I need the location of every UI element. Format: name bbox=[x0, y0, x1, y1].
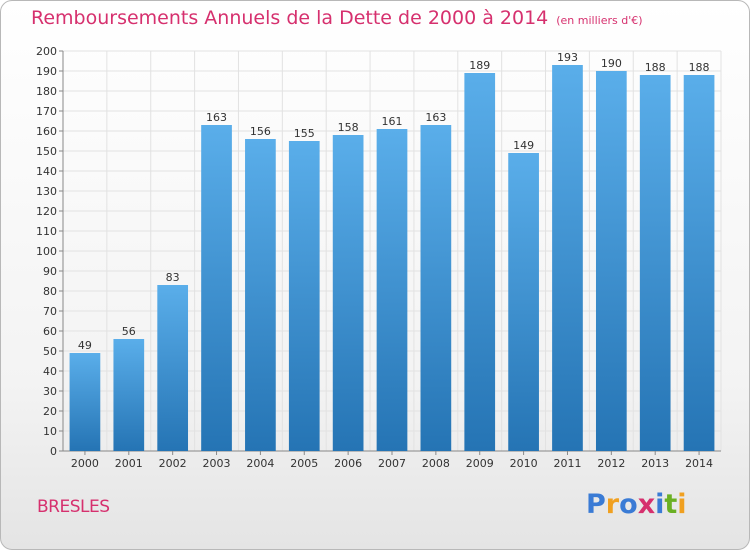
logo-letter-0: P bbox=[586, 489, 606, 520]
value-label-2003: 163 bbox=[206, 111, 227, 124]
ytick-label-60: 60 bbox=[43, 325, 57, 338]
value-label-2002: 83 bbox=[166, 271, 180, 284]
xtick-label-2013: 2013 bbox=[641, 457, 669, 470]
ytick-label-0: 0 bbox=[50, 445, 57, 458]
chart-title: Remboursements Annuels de la Dette de 20… bbox=[31, 7, 549, 29]
bar-2001 bbox=[113, 339, 145, 451]
bar-2007 bbox=[376, 129, 408, 451]
ytick-label-120: 120 bbox=[36, 205, 57, 218]
ytick-label-30: 30 bbox=[43, 385, 57, 398]
xtick-label-2005: 2005 bbox=[290, 457, 318, 470]
logo-letter-2: o bbox=[619, 489, 638, 520]
ytick-label-80: 80 bbox=[43, 285, 57, 298]
ytick-label-20: 20 bbox=[43, 405, 57, 418]
ytick-label-140: 140 bbox=[36, 165, 57, 178]
value-label-2010: 149 bbox=[513, 139, 534, 152]
ytick-label-190: 190 bbox=[36, 65, 57, 78]
ytick-label-160: 160 bbox=[36, 125, 57, 138]
value-label-2014: 188 bbox=[689, 61, 710, 74]
value-label-2006: 158 bbox=[338, 121, 359, 134]
proxiti-logo: Proxiti bbox=[586, 489, 687, 520]
value-label-2013: 188 bbox=[645, 61, 666, 74]
logo-letter-6: i bbox=[677, 489, 687, 520]
commune-name: BRESLES bbox=[37, 497, 110, 517]
xtick-label-2014: 2014 bbox=[685, 457, 713, 470]
unit-note: (en milliers d'€) bbox=[556, 14, 643, 27]
ytick-label-130: 130 bbox=[36, 185, 57, 198]
ytick-label-10: 10 bbox=[43, 425, 57, 438]
value-label-2011: 193 bbox=[557, 51, 578, 64]
xtick-label-2012: 2012 bbox=[597, 457, 625, 470]
value-label-2005: 155 bbox=[294, 127, 315, 140]
ytick-label-40: 40 bbox=[43, 365, 57, 378]
ytick-label-200: 200 bbox=[36, 45, 57, 58]
xtick-label-2008: 2008 bbox=[422, 457, 450, 470]
value-label-2004: 156 bbox=[250, 125, 271, 138]
xtick-label-2000: 2000 bbox=[71, 457, 99, 470]
bar-2005 bbox=[288, 141, 320, 451]
bar-2009 bbox=[464, 73, 496, 451]
xtick-label-2010: 2010 bbox=[510, 457, 538, 470]
xtick-label-2011: 2011 bbox=[553, 457, 581, 470]
label-layer: 49 56 83 163 156 155 158 161 163 189 149 193 190 188 1… bbox=[78, 51, 710, 352]
xtick-label-2001: 2001 bbox=[115, 457, 143, 470]
logo-letter-3: x bbox=[637, 489, 656, 520]
value-label-2007: 161 bbox=[382, 115, 403, 128]
ytick-label-110: 110 bbox=[36, 225, 57, 238]
logo-letter-4: i bbox=[655, 489, 665, 520]
logo-letter-5: t bbox=[664, 489, 678, 520]
bar-layer bbox=[69, 65, 715, 451]
bar-2002 bbox=[157, 285, 189, 451]
value-label-2009: 189 bbox=[469, 59, 490, 72]
xtick-label-2003: 2003 bbox=[203, 457, 231, 470]
xtick-label-2004: 2004 bbox=[246, 457, 274, 470]
ytick-label-170: 170 bbox=[36, 105, 57, 118]
bar-2014 bbox=[683, 75, 715, 451]
bar-2003 bbox=[201, 125, 232, 451]
bar-2010 bbox=[508, 153, 539, 451]
bar-2011 bbox=[552, 65, 583, 451]
chart-title-block: Remboursements Annuels de la Dette de 20… bbox=[31, 7, 643, 29]
xtick-label-2007: 2007 bbox=[378, 457, 406, 470]
bar-2008 bbox=[420, 125, 452, 451]
bar-2012 bbox=[595, 71, 627, 451]
ytick-label-180: 180 bbox=[36, 85, 57, 98]
xtick-label-2002: 2002 bbox=[159, 457, 187, 470]
bar-2013 bbox=[639, 75, 671, 451]
value-label-2001: 56 bbox=[122, 325, 136, 338]
ytick-label-150: 150 bbox=[36, 145, 57, 158]
logo-letter-1: r bbox=[605, 489, 620, 520]
bar-2000 bbox=[69, 353, 101, 451]
bar-2006 bbox=[332, 135, 364, 451]
ytick-label-70: 70 bbox=[43, 305, 57, 318]
bar-2004 bbox=[245, 139, 276, 451]
ytick-label-100: 100 bbox=[36, 245, 57, 258]
ytick-label-90: 90 bbox=[43, 265, 57, 278]
xtick-label-2006: 2006 bbox=[334, 457, 362, 470]
xtick-label-2009: 2009 bbox=[466, 457, 494, 470]
value-label-2012: 190 bbox=[601, 57, 622, 70]
value-label-2008: 163 bbox=[425, 111, 446, 124]
ytick-label-50: 50 bbox=[43, 345, 57, 358]
value-label-2000: 49 bbox=[78, 339, 92, 352]
